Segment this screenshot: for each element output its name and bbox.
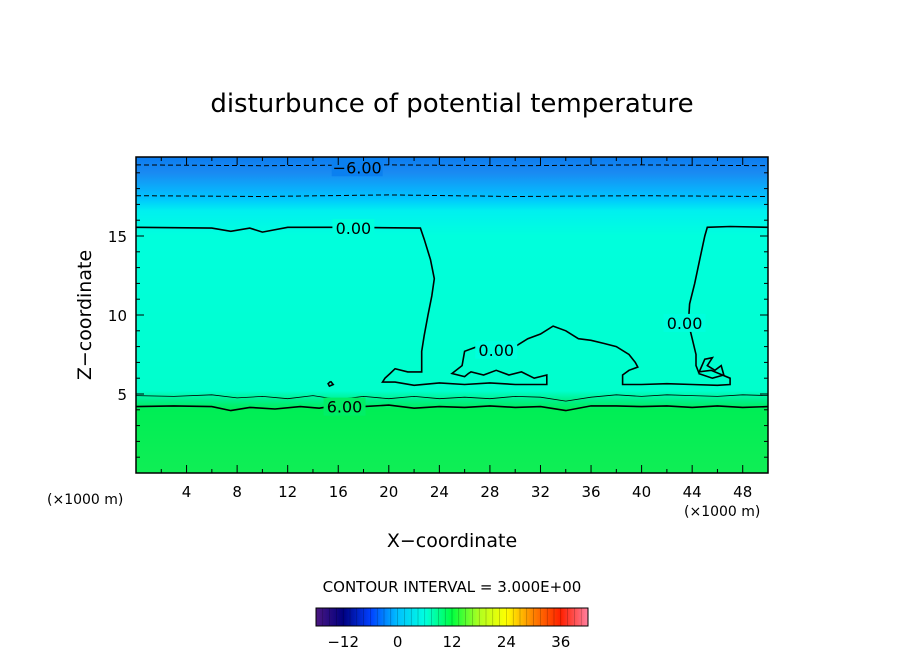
chart-title: disturbunce of potential temperature [210,89,693,119]
y-tick-labels: 5 10 15 [108,228,127,404]
contour-line [327,380,335,388]
x-tick-label: 28 [480,483,499,501]
contour-line [136,404,768,412]
colorbar-tick-label: 24 [497,633,516,651]
heatmap-field [136,157,768,473]
colorbar: −12 0 12 24 36 [315,607,589,651]
colorbar-tick-labels: −12 0 12 24 36 [327,633,570,651]
contour-line [697,356,725,380]
contour-label-bg [331,158,383,177]
plot-area: −6.00 0.00 0.00 0.00 6.00 [135,156,769,474]
contour-label: 0.00 [478,341,514,360]
y-unit-label: (×1000 m) [47,492,123,508]
contour-line [136,194,768,198]
contour-labels: −6.00 0.00 0.00 0.00 6.00 [323,158,706,417]
x-tick-label: 32 [531,483,550,501]
y-tick-label: 15 [108,228,127,246]
contour-label-bg [332,219,375,238]
contour-line [136,164,768,167]
x-tick-label: 36 [581,483,600,501]
colorbar-tick-label: −12 [327,633,359,651]
x-tick-label: 20 [379,483,398,501]
x-unit-label: (×1000 m) [684,504,760,520]
y-tick-label: 5 [117,386,127,404]
x-tick-label: 24 [430,483,449,501]
contour-lines [136,164,768,412]
contour-label-bg [323,397,366,416]
y-tick-label: 10 [108,307,127,325]
colorbar-frame [315,607,589,627]
x-tick-label: 8 [232,483,242,501]
x-tick-label: 4 [182,483,192,501]
contour-label: −6.00 [333,158,382,177]
y-axis-label: Z−coordinate [74,250,96,380]
contour-label: 6.00 [327,398,363,417]
x-axis-label: X−coordinate [387,530,517,552]
colorbar-tick-label: 0 [393,633,403,651]
contour-label: 0.00 [667,314,703,333]
contour-label-bg [475,340,518,359]
contour-label-bg [663,313,706,332]
colorbar-tick-label: 12 [442,633,461,651]
x-tick-label: 44 [683,483,702,501]
contour-line [136,394,768,402]
x-tick-labels: 4 8 12 16 20 24 28 32 36 40 44 48 [182,483,752,501]
colorbar-tick-label: 36 [551,633,570,651]
x-tick-label: 40 [632,483,651,501]
x-tick-label: 16 [329,483,348,501]
x-tick-label: 48 [733,483,752,501]
contour-interval-text: CONTOUR INTERVAL = 3.000E+00 [323,578,582,596]
x-tick-label: 12 [278,483,297,501]
contour-label: 0.00 [336,219,372,238]
axis-ticks [136,157,768,473]
colorbar-cells [322,608,582,626]
